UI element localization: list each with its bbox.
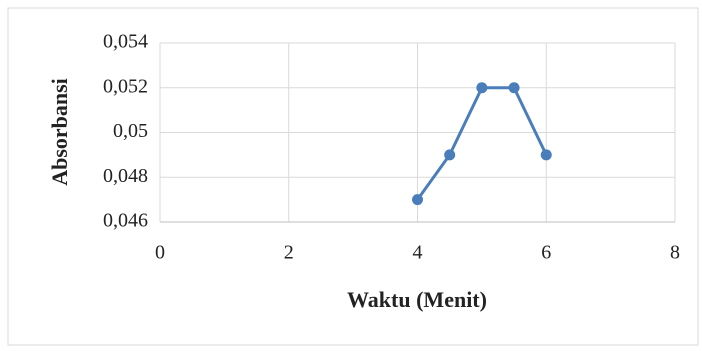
x-tick-label: 0 [155, 242, 165, 264]
x-axis-title: Waktu (Menit) [347, 287, 487, 312]
y-tick-label: 0,048 [103, 165, 148, 187]
data-point [508, 82, 520, 94]
data-point [444, 149, 456, 161]
x-tick-label: 6 [541, 242, 551, 264]
y-axis-title: Absorbansi [47, 78, 72, 186]
data-point [412, 194, 423, 206]
y-tick-label: 0,05 [113, 120, 148, 142]
x-tick-label: 8 [670, 242, 680, 264]
data-point [476, 82, 488, 94]
y-tick-label: 0,054 [103, 31, 148, 53]
y-tick-label: 0,052 [103, 75, 148, 97]
y-tick-label: 0,046 [103, 210, 148, 232]
chart-frame [7, 7, 699, 346]
x-tick-label: 2 [284, 242, 294, 264]
data-point [540, 149, 552, 161]
x-tick-label: 4 [413, 242, 423, 264]
